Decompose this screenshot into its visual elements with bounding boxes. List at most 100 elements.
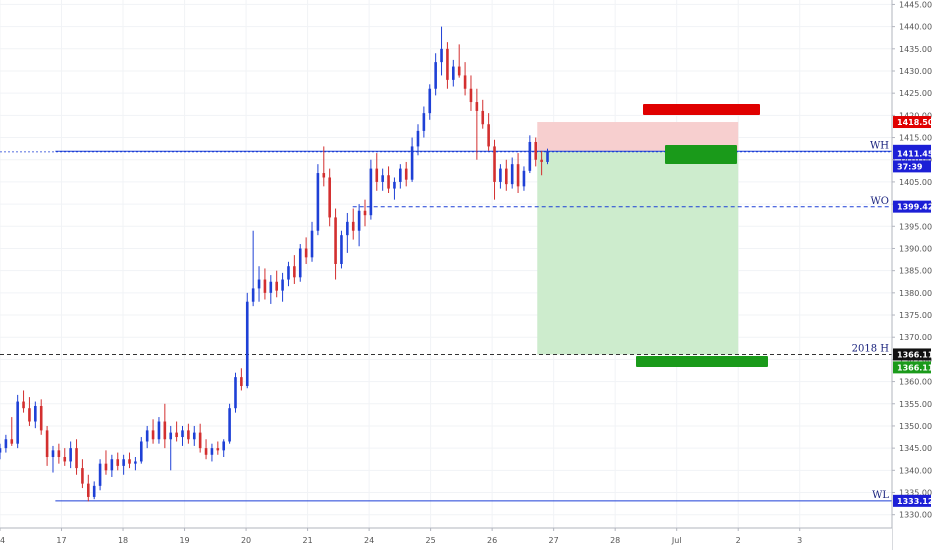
candle — [499, 164, 502, 189]
stop-box — [643, 104, 760, 115]
candle — [39, 399, 43, 435]
candle — [281, 272, 284, 302]
candle-body — [263, 279, 267, 293]
candle-body — [251, 288, 255, 302]
candle — [192, 425, 196, 446]
candle — [316, 164, 320, 236]
candle-body — [269, 281, 273, 293]
candle-body — [310, 230, 314, 258]
candle-body — [198, 432, 202, 449]
candle — [57, 443, 61, 464]
candle-body — [363, 210, 367, 216]
candle — [475, 88, 479, 160]
candle — [204, 439, 208, 460]
candle-body — [57, 450, 61, 458]
price-tags: 1418.5001411.9931411.9901411.45237:39139… — [893, 116, 932, 507]
y-tick-label: 1330.000 — [899, 511, 932, 520]
candle — [434, 53, 437, 96]
price-tag — [893, 348, 931, 361]
y-tick-label: 1355.000 — [899, 400, 932, 409]
candle-body — [452, 66, 455, 80]
y-tick-label: 1345.000 — [899, 444, 932, 453]
candle — [404, 161, 408, 187]
price-tag — [893, 160, 931, 173]
candle — [422, 106, 426, 138]
level-label: WH — [870, 140, 889, 151]
candle-body — [51, 450, 55, 458]
candle — [298, 244, 302, 282]
candle-body — [375, 168, 379, 182]
candle-body — [528, 141, 532, 171]
candle — [540, 150, 543, 176]
candle-body — [481, 110, 485, 125]
candle — [134, 457, 137, 471]
candle-body — [139, 441, 143, 462]
candle-body — [381, 175, 384, 182]
candle-body — [446, 48, 449, 80]
candle-body — [4, 439, 8, 449]
candle — [487, 113, 490, 151]
candle-body — [298, 248, 302, 278]
candle — [293, 255, 296, 284]
candle-body — [493, 146, 496, 182]
candle-body — [546, 150, 549, 162]
candle — [116, 452, 120, 471]
candle-body — [463, 75, 467, 89]
candle-body — [110, 459, 114, 471]
target-box — [636, 356, 768, 367]
x-tick-label: 3 — [797, 536, 802, 545]
candle-body — [28, 408, 31, 422]
y-tick-label: 1380.000 — [899, 289, 932, 298]
y-tick-label: 1430.000 — [899, 67, 932, 76]
candle — [222, 439, 226, 458]
candle — [457, 44, 461, 78]
x-tick-label: 27 — [549, 536, 559, 545]
candle — [287, 261, 290, 287]
candle-body — [475, 102, 479, 111]
x-tick-label: Jul — [671, 536, 682, 545]
candle — [269, 275, 273, 304]
candle — [534, 137, 538, 167]
candle — [504, 159, 508, 191]
price-tag-label: 37:39 — [897, 162, 923, 171]
candle — [381, 168, 384, 191]
candle — [51, 445, 55, 473]
candle-body — [487, 124, 490, 147]
candle-body — [440, 48, 443, 63]
y-tick-label: 1395.000 — [899, 222, 932, 231]
position-labels — [636, 104, 768, 367]
price-tag-label: 1366.115 — [897, 363, 932, 372]
candle — [546, 148, 549, 165]
candle — [251, 230, 255, 307]
candle-body — [428, 88, 432, 114]
candle — [346, 212, 349, 253]
level-label: WO — [871, 196, 889, 207]
candle-body — [346, 221, 349, 236]
candle-body — [22, 401, 25, 409]
candle-body — [534, 141, 538, 160]
candle — [357, 204, 361, 247]
candle-body — [287, 266, 290, 280]
candle — [340, 230, 343, 269]
candle-body — [39, 405, 43, 431]
candle-body — [457, 66, 461, 76]
candle — [516, 153, 520, 194]
x-tick-label: 14 — [0, 536, 5, 545]
candle-body — [357, 210, 361, 231]
price-tag-label: 1418.500 — [897, 118, 932, 127]
entry-box — [665, 145, 737, 164]
y-tick-label: 1385.000 — [899, 267, 932, 276]
candle-body — [540, 159, 543, 162]
candle-body — [234, 377, 237, 409]
candle-body — [210, 448, 214, 455]
candle-body — [175, 432, 178, 438]
candle-body — [351, 221, 355, 231]
candle — [375, 153, 379, 191]
take-profit-zone — [537, 150, 739, 355]
candle — [145, 425, 149, 449]
y-tick-label: 1445.000 — [899, 0, 932, 9]
candle — [399, 164, 402, 189]
price-tag — [893, 494, 931, 507]
